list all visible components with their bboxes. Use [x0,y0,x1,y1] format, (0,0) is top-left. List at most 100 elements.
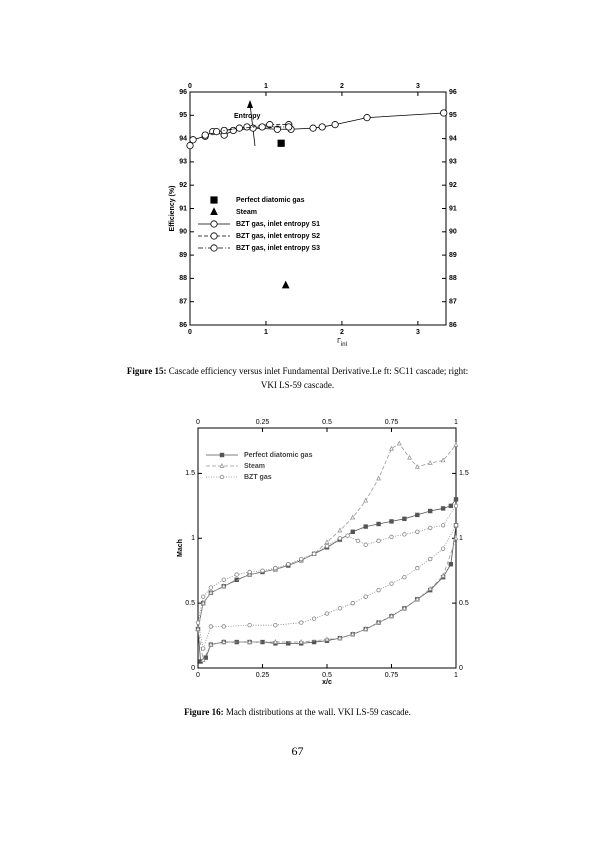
marker [203,655,208,660]
series-line [189,112,444,146]
marker [363,626,369,631]
marker [285,123,293,131]
x-tick-label: 2 [340,329,344,336]
caption: Figure 16: Mach distributions at the wal… [120,705,475,719]
marker [195,620,201,625]
marker [337,527,343,533]
marker [324,543,330,549]
marker [345,533,350,538]
y-tick-label: 0.5 [185,600,195,607]
x-tick-label: 0.25 [256,419,270,426]
caption-label: Figure 16: [184,707,224,717]
marker [318,123,326,131]
y-tick-label: 91 [449,205,457,212]
marker [208,641,214,647]
marker [389,445,394,451]
marker [299,556,304,562]
marker [350,631,356,637]
x-tick-label: 3 [416,83,420,90]
marker [247,622,252,628]
y-tick-label: 90 [449,229,457,236]
marker [258,123,266,131]
caption-label: Figure 15: [126,366,167,376]
marker [440,109,448,117]
marker [376,538,381,544]
marker [376,521,381,527]
marker [337,536,343,541]
marker [221,638,227,644]
marker [376,619,382,625]
y-tick-label: 1.5 [185,470,195,477]
marker [350,600,355,606]
annotation: Entropy [234,113,261,120]
x-tick-label: 1 [264,83,268,90]
legend-label: BZT gas, inlet entropy S3 [236,245,320,252]
marker [309,124,317,132]
marker [234,572,239,577]
marker [389,581,394,586]
marker [453,441,459,447]
legend-marker [210,207,218,215]
y-tick-label: 91 [179,205,187,212]
marker [286,641,291,646]
marker [363,542,368,547]
series-line [197,505,457,651]
y-tick-label: 92 [179,182,187,189]
y-tick-label: 95 [449,112,457,119]
marker [440,546,446,551]
legend-label: BZT gas [244,474,272,481]
marker [221,583,227,589]
x-tick-label: 1 [264,329,268,336]
y-tick-label: 89 [179,252,187,259]
marker [453,503,459,509]
marker [200,646,206,651]
x-axis-subscript: inl [341,342,347,348]
marker [402,516,407,522]
x-tick-label: 1 [454,672,458,679]
marker [453,535,459,541]
marker [221,577,226,582]
y-tick-label: 1.5 [459,470,469,477]
marker [272,638,278,644]
marker [324,539,330,545]
y-tick-label: 93 [449,159,457,166]
marker [186,141,194,150]
marker [201,131,209,139]
marker [311,616,317,621]
marker [350,514,356,520]
marker [389,519,394,524]
x-axis-label: x/c [322,679,332,686]
y-axis-label: Mach [177,539,184,557]
marker [407,454,413,460]
legend-marker [210,220,218,228]
marker [311,639,317,645]
x-axis-symbol: Γ [337,338,341,345]
marker [299,620,304,625]
y-tick-label: 1 [459,535,463,542]
series-line [197,443,457,662]
marker [337,635,343,641]
marker [281,280,290,289]
entropy-arrowhead [247,100,253,108]
y-tick-label: 1 [191,535,195,542]
marker [212,128,221,136]
marker [448,562,454,567]
caption-text: Mach distributions at the wall. VKI LS-5… [225,707,411,717]
marker [453,523,459,528]
marker [273,622,278,628]
legend-label: Perfect diatomic gas [244,452,313,459]
y-tick-label: 0.5 [459,600,469,607]
y-axis-label: Efficiency (%) [169,186,176,232]
marker [415,565,420,571]
marker [415,529,420,534]
marker [401,605,407,611]
marker [260,568,265,573]
legend-marker [210,244,218,252]
marker [355,538,361,544]
legend-label: BZT gas, inlet entropy S1 [236,221,320,228]
y-tick-label: 96 [179,89,187,96]
marker [247,638,253,644]
marker [208,589,214,595]
